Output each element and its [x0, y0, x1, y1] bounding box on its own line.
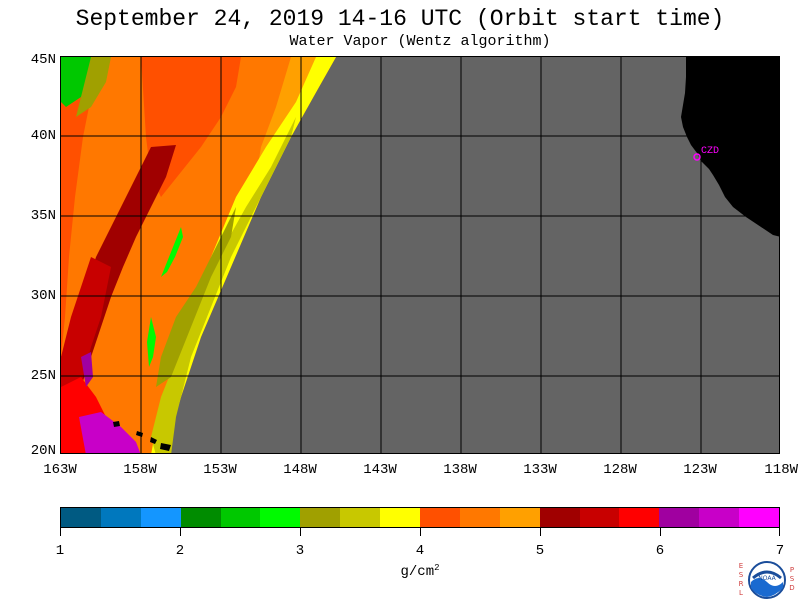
lat-label-35n: 35N: [30, 208, 56, 224]
lat-label-25n: 25N: [30, 368, 56, 384]
colorbar-segment-14: [579, 508, 620, 527]
colorbar-tick: [420, 528, 421, 536]
island-1: [113, 421, 120, 427]
logo-right-text: PSD: [789, 566, 795, 593]
colorbar-label-3: 3: [295, 543, 305, 559]
lon-label-133w: 133W: [523, 462, 557, 478]
swath-green-1: [161, 227, 183, 277]
lat-label-40n: 40N: [30, 128, 56, 144]
lat-label-20n: 20N: [30, 443, 56, 459]
units-exponent: 2: [434, 563, 440, 573]
logo-left-letters: ESRL: [738, 562, 744, 597]
colorbar-label-1: 1: [55, 543, 65, 559]
colorbar-segment-4: [180, 508, 221, 527]
logo-left-text: ESRL: [738, 562, 744, 598]
island-3: [150, 437, 157, 444]
map-title: September 24, 2019 14-16 UTC (Orbit star…: [75, 6, 725, 32]
colorbar-tick: [660, 528, 661, 536]
lon-label-153w: 153W: [203, 462, 237, 478]
colorbar-segment-15: [619, 508, 660, 527]
colorbar-label-7: 7: [775, 543, 785, 559]
lon-label-163w: 163W: [43, 462, 77, 478]
lon-label-118w: 118W: [764, 462, 798, 478]
station-marker: [693, 153, 701, 161]
lat-label-45n: 45N: [30, 52, 56, 68]
swath-olive-dark: [156, 207, 236, 387]
colorbar-units: g/cm2: [380, 563, 460, 580]
swath-olive: [151, 117, 296, 453]
colorbar-tick: [540, 528, 541, 536]
colorbar-segment-8: [340, 508, 381, 527]
colorbar-label-4: 4: [415, 543, 425, 559]
colorbar-segment-6: [260, 508, 301, 527]
colorbar-tick: [60, 528, 61, 536]
colorbar-label-2: 2: [175, 543, 185, 559]
land-north-america: [681, 57, 779, 237]
lon-label-143w: 143W: [363, 462, 397, 478]
colorbar-segment-10: [420, 508, 460, 527]
map-canvas: [61, 57, 779, 453]
logo-right-letters: PSD: [789, 566, 795, 592]
colorbar-segment-12: [499, 508, 540, 527]
colorbar-segment-5: [220, 508, 261, 527]
swath-yellowgreen-nw: [76, 57, 111, 117]
colorbar-segment-16: [659, 508, 700, 527]
map-subtitle: Water Vapor (Wentz algorithm): [289, 33, 551, 50]
colorbar-segment-18: [739, 508, 780, 527]
colorbar-tick: [779, 528, 780, 536]
lon-label-128w: 128W: [603, 462, 637, 478]
colorbar-segment-2: [100, 508, 141, 527]
colorbar-tick: [300, 528, 301, 536]
lon-label-148w: 148W: [283, 462, 317, 478]
station-label: CZD: [701, 146, 720, 157]
colorbar-segment-11: [459, 508, 500, 527]
island-4: [160, 443, 171, 451]
colorbar-label-6: 6: [655, 543, 665, 559]
grid-lines: [61, 57, 779, 453]
units-text: g/cm: [400, 564, 435, 580]
colorbar-segment-9: [380, 508, 421, 527]
colorbar-tick: [180, 528, 181, 536]
logo-center-text: NOAA: [758, 575, 776, 582]
colorbar: [60, 507, 780, 528]
swath-purple-2: [81, 352, 93, 387]
swath-green-2: [147, 317, 156, 367]
colorbar-segment-3: [140, 508, 181, 527]
lon-label-138w: 138W: [443, 462, 477, 478]
water-vapor-map: [60, 56, 780, 454]
colorbar-segment-7: [300, 508, 341, 527]
noaa-emblem-icon: NOAA: [748, 561, 786, 599]
noaa-logo: ESRL NOAA PSD: [738, 560, 796, 600]
lon-label-123w: 123W: [683, 462, 717, 478]
lat-label-30n: 30N: [30, 288, 56, 304]
colorbar-label-5: 5: [535, 543, 545, 559]
swath-purple: [79, 412, 141, 453]
lon-label-158w: 158W: [123, 462, 157, 478]
swath-dark-orange: [61, 57, 101, 357]
colorbar-segment-1: [61, 508, 101, 527]
colorbar-segment-17: [699, 508, 740, 527]
colorbar-segment-13: [539, 508, 580, 527]
swath-green-nw: [61, 57, 96, 107]
